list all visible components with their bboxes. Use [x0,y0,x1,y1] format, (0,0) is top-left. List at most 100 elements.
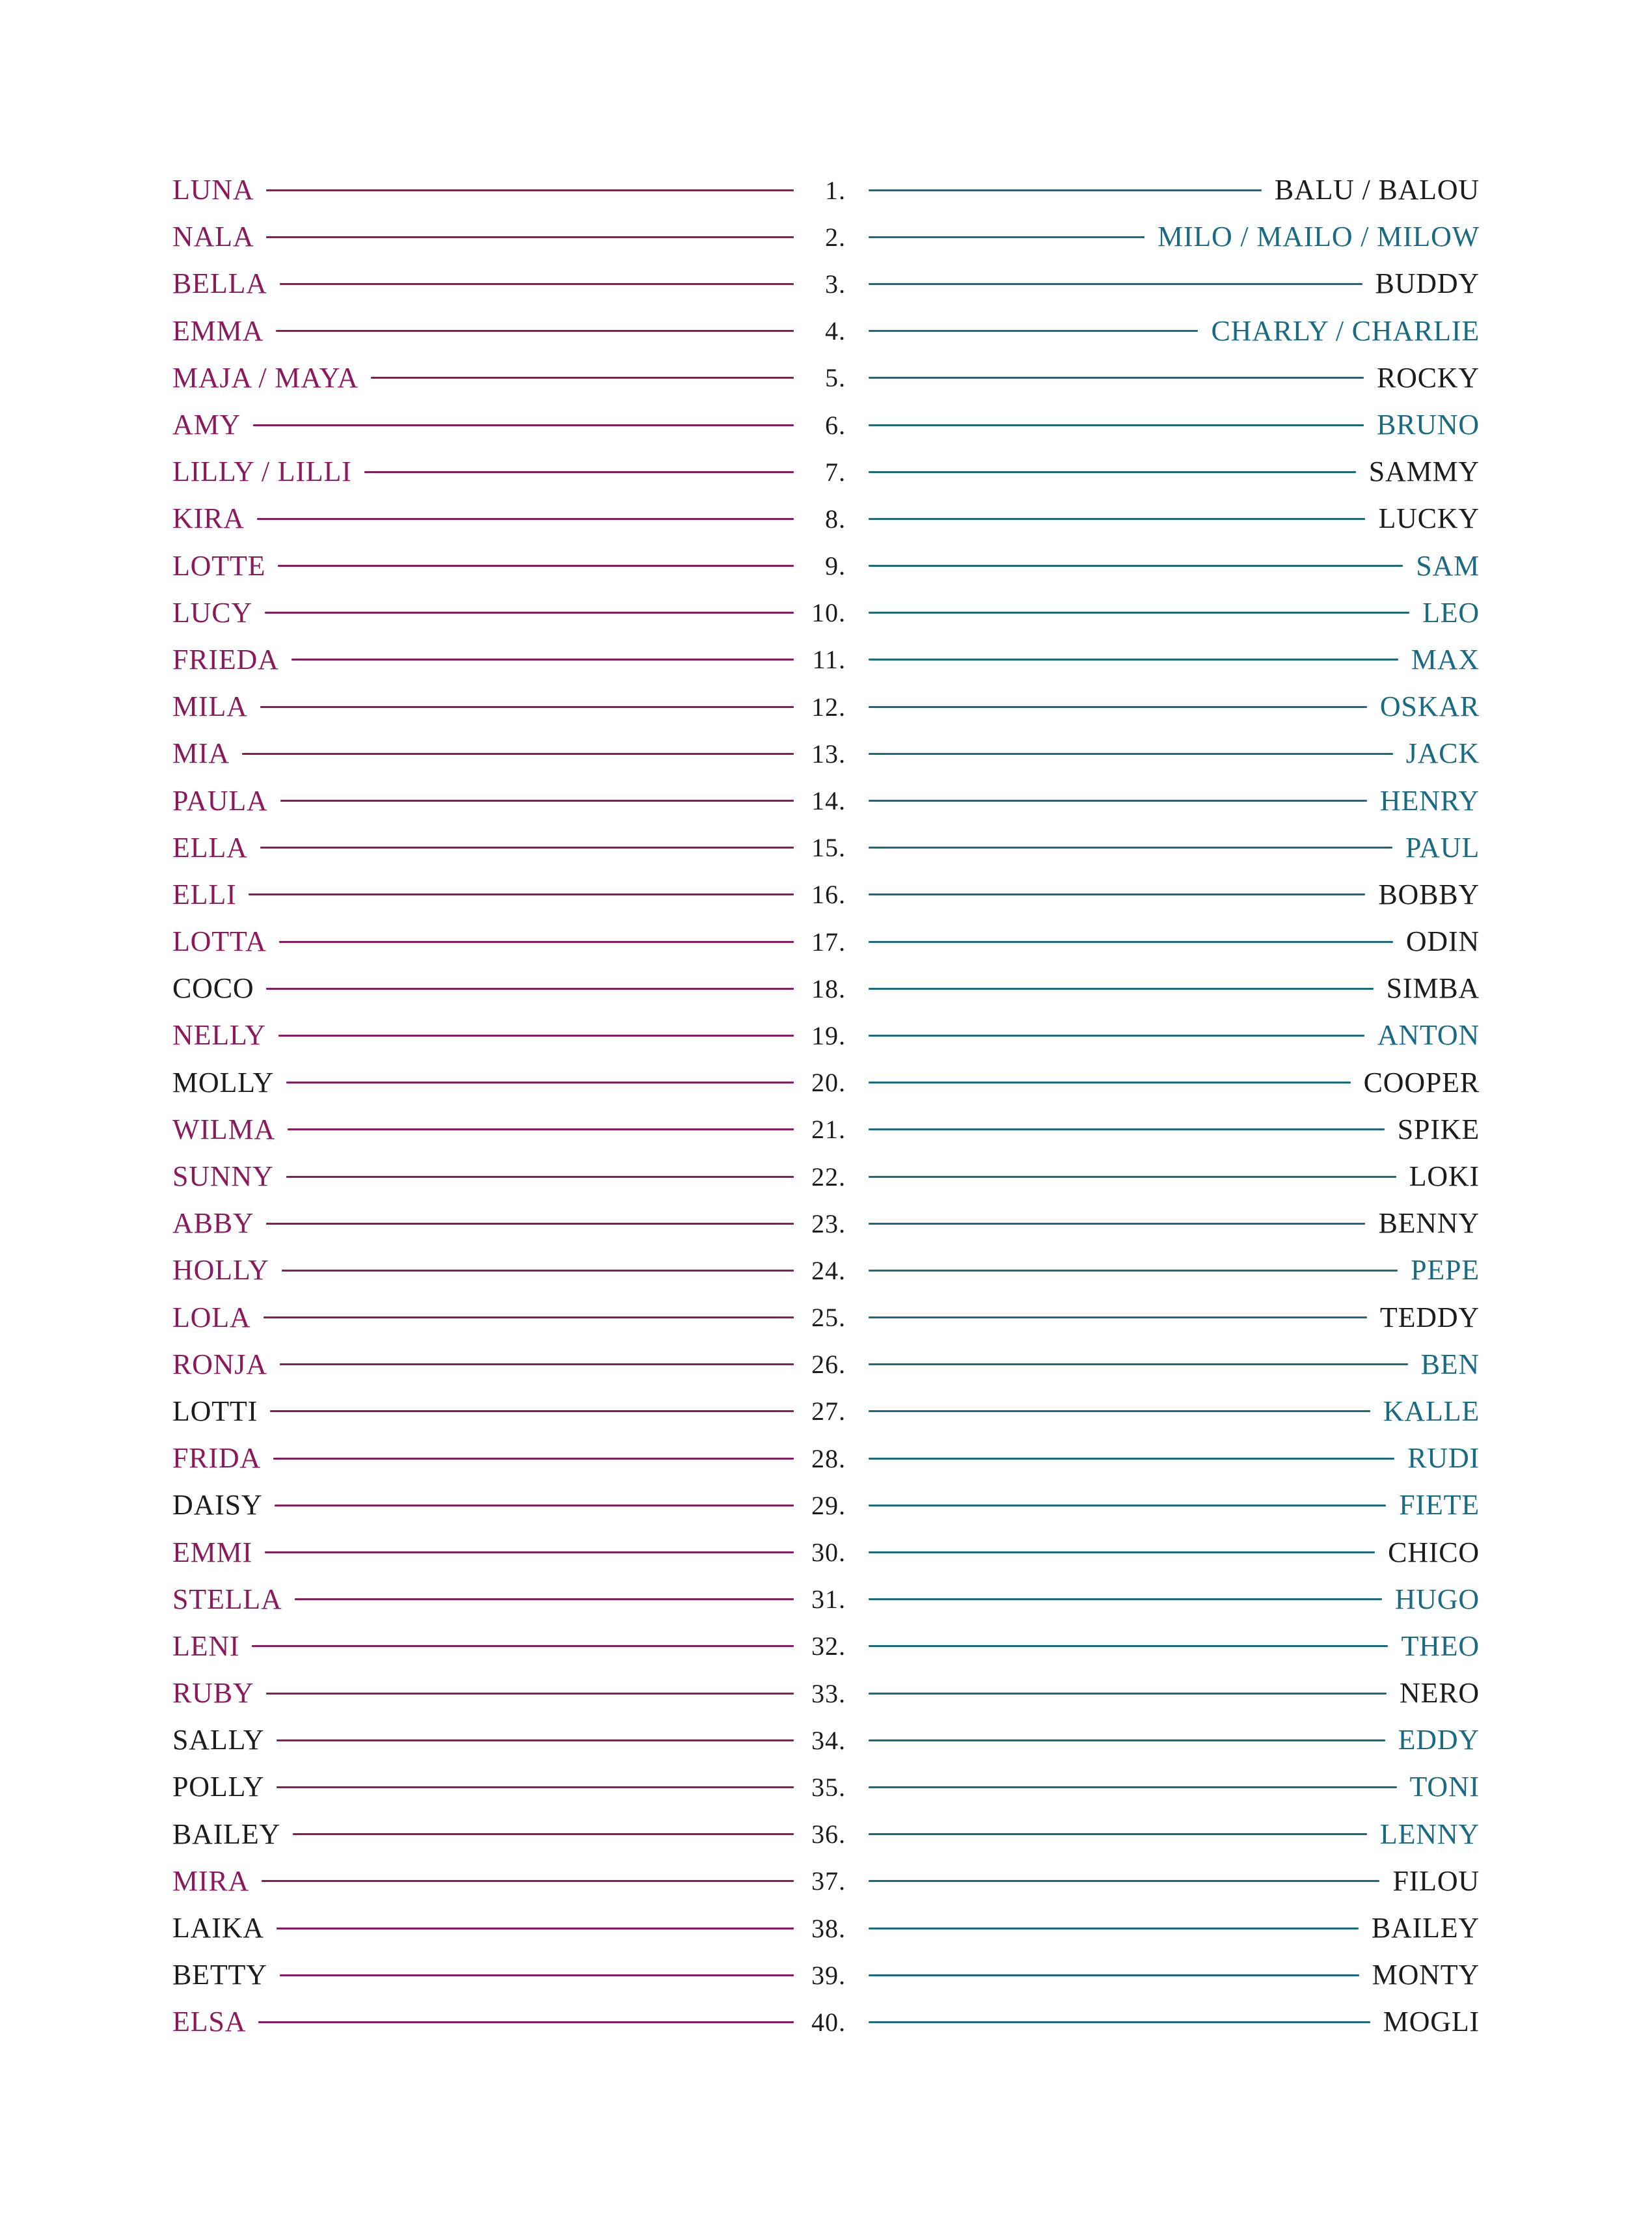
female-name: FRIDA [172,1442,262,1475]
match-row-38: LAIKA 38. BAILEY [172,1905,1480,1952]
male-name: BENNY [1378,1207,1480,1240]
male-name-cell: TEDDY [869,1303,1480,1332]
row-number: 31. [811,1585,846,1615]
row-number: 23. [811,1208,846,1238]
row-number: 38. [811,1913,846,1943]
female-name: STELLA [172,1583,282,1615]
male-name: PEPE [1411,1254,1480,1287]
left-connector-line [266,236,794,238]
left-connector-line [278,1034,794,1037]
left-connector-line [266,1692,794,1695]
row-number: 5. [825,363,846,393]
row-number: 26. [811,1350,846,1380]
female-name: LENI [172,1629,240,1662]
right-connector-line [869,1645,1388,1648]
female-name: BAILEY [172,1818,281,1850]
row-number: 22. [811,1162,846,1192]
male-name: BOBBY [1378,878,1480,910]
right-connector-line [869,470,1356,473]
right-connector-line [869,659,1398,661]
male-name: ROCKY [1376,361,1480,394]
left-connector-line [276,1927,794,1929]
left-connector-line [253,424,794,426]
female-name: ELSA [172,2006,247,2038]
female-name-cell: NELLY [172,1021,794,1050]
male-name: TONI [1409,1771,1480,1803]
female-name-cell: LAIKA [172,1914,794,1942]
right-connector-line [869,1082,1351,1084]
female-name-cell: ABBY [172,1209,794,1238]
female-name-cell: WILMA [172,1115,794,1144]
male-name: BEN [1420,1348,1480,1380]
row-number: 27. [811,1397,846,1426]
female-name: NELLY [172,1019,266,1052]
right-connector-line [869,1974,1359,1976]
male-name-cell: HENRY [869,786,1480,815]
right-connector-line [869,893,1366,896]
female-name: ELLA [172,831,248,864]
male-name-cell: LOKI [869,1162,1480,1191]
match-row-3: BELLA 3. BUDDY [172,260,1480,307]
row-number: 40. [811,2007,846,2037]
left-connector-line [291,659,794,661]
male-name-cell: MILO / MAILO / MILOW [869,223,1480,251]
right-connector-line [869,377,1364,379]
right-connector-line [869,1316,1367,1319]
left-connector-line [266,987,794,990]
male-name-cell: ODIN [869,927,1480,956]
female-name: ABBY [172,1207,254,1240]
right-connector-line [869,1034,1364,1037]
male-name-cell: LEO [869,598,1480,627]
rows: LUNA 1. BALU / BALOU NALA 2. MILO / MAIL… [172,167,1480,2046]
right-connector-line [869,612,1410,614]
match-row-15: ELLA 15. PAUL [172,824,1480,871]
male-name: ANTON [1377,1019,1480,1052]
female-name-cell: BETTY [172,1961,794,1989]
male-name: PAUL [1405,831,1480,864]
row-number: 2. [825,222,846,252]
match-row-1: LUNA 1. BALU / BALOU [172,167,1480,213]
right-connector-line [869,1927,1359,1929]
left-connector-line [258,2021,794,2023]
female-name: MIRA [172,1864,250,1897]
male-name: TEDDY [1379,1301,1480,1333]
female-name: ELLI [172,878,237,910]
female-name: HOLLY [172,1254,269,1287]
female-name: MAJA / MAYA [172,361,359,394]
right-connector-line [869,1692,1387,1695]
male-name: FIETE [1399,1489,1480,1521]
row-number: 25. [811,1303,846,1333]
row-number: 11. [812,645,846,675]
female-name-cell: EMMA [172,314,794,347]
right-connector-line [869,1880,1380,1883]
row-number: 24. [811,1255,846,1285]
female-name: DAISY [172,1489,263,1521]
row-number: 9. [825,551,846,581]
match-row-40: ELSA 40. MOGLI [172,1998,1480,2045]
male-name-cell: BALU / BALOU [869,176,1480,204]
right-connector-line [869,1739,1385,1741]
female-name-cell: MILA [172,692,794,721]
left-connector-line [279,1974,794,1976]
female-name: EMMA [172,314,264,347]
female-name: COCO [172,972,254,1005]
female-name: PAULA [172,784,268,817]
male-name: SAMMY [1368,456,1480,488]
right-connector-line [869,236,1144,238]
match-row-28: FRIDA 28. RUDI [172,1435,1480,1482]
female-name: BETTY [172,1959,267,1991]
right-connector-line [869,517,1366,520]
match-row-39: BETTY 39. MONTY [172,1952,1480,1998]
right-connector-line [869,1175,1396,1178]
male-name-cell: BENNY [869,1209,1480,1238]
left-connector-line [249,893,794,896]
male-name-cell: RUDI [869,1444,1480,1473]
right-connector-line [869,1363,1408,1366]
match-row-25: LOLA 25. TEDDY [172,1294,1480,1341]
row-number: 16. [811,880,846,910]
left-connector-line [281,1269,794,1272]
left-connector-line [275,1504,794,1506]
right-connector-line [869,705,1367,708]
right-connector-line [869,1222,1366,1225]
male-name-cell: BUDDY [869,269,1480,298]
